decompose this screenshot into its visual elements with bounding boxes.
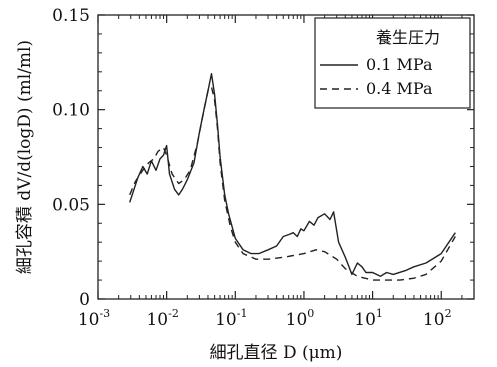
x-tick-base: 10 (286, 310, 308, 330)
x-tick-exponent: 2 (445, 307, 452, 320)
x-tick-base: 10 (78, 310, 100, 330)
y-tick-label: 0.10 (52, 101, 90, 121)
x-tick-exponent: -1 (237, 307, 248, 320)
y-axis-title: 細孔容積 dV/d(logD) (ml/ml) (15, 40, 35, 274)
x-tick-label: 102 (423, 307, 452, 330)
y-tick-label: 0 (79, 290, 90, 310)
legend-title: 養生圧力 (376, 28, 440, 47)
series-line-0-1-mpa (129, 73, 456, 277)
x-tick-base: 10 (146, 310, 168, 330)
x-axis-title: 細孔直径 D (μm) (210, 343, 343, 363)
x-tick-label: 100 (286, 307, 315, 330)
x-tick-label: 101 (354, 307, 383, 330)
x-tick-label: 10-2 (146, 307, 178, 330)
x-tick-base: 10 (354, 310, 376, 330)
x-tick-label: 10-1 (215, 307, 247, 330)
legend-label-0-1-mpa: 0.1 MPa (366, 55, 433, 74)
legend-label-0-4-mpa: 0.4 MPa (366, 79, 433, 98)
series-layer (129, 73, 456, 281)
x-tick-exponent: 0 (307, 307, 314, 320)
x-tick-label: 10-3 (78, 307, 110, 330)
series-line-0-4-mpa (129, 86, 456, 281)
y-tick-label: 0.15 (52, 6, 90, 26)
x-tick-exponent: -3 (99, 307, 110, 320)
x-axis-ticks: 10-3 10-2 10-1 100 101 102 (78, 15, 463, 330)
plot-border (97, 14, 475, 300)
x-tick-base: 10 (423, 310, 445, 330)
legend: 養生圧力 0.1 MPa 0.4 MPa (314, 17, 471, 109)
legend-box (314, 17, 471, 109)
x-tick-exponent: 1 (376, 307, 383, 320)
y-axis-ticks: 0 0.05 0.10 0.15 (52, 6, 474, 310)
plot-frame (97, 14, 475, 300)
x-tick-base: 10 (215, 310, 237, 330)
x-tick-exponent: -2 (168, 307, 179, 320)
y-tick-label: 0.05 (52, 195, 90, 215)
